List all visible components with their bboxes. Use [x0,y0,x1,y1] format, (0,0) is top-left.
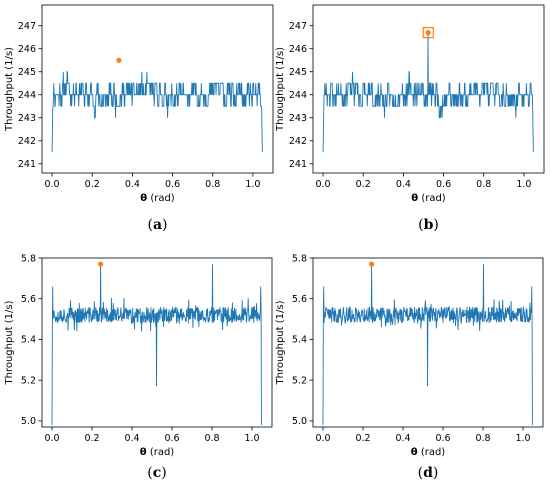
y-tick-label: 5.4 [21,335,36,346]
panel-caption: (c) [147,465,166,481]
x-axis-label: θ (rad) [411,447,446,458]
optimum-marker [116,57,122,63]
y-axis-label: Throughput (1/s) [4,300,15,385]
y-tick-label: 5.0 [21,416,36,427]
y-tick-label: 245 [18,67,36,78]
y-tick-label: 247 [18,21,36,32]
series-line [51,264,262,425]
x-tick-label: 0.4 [125,179,140,190]
y-tick-label: 5.6 [21,294,36,305]
x-tick-label: 0.4 [124,433,139,444]
y-tick-label: 5.8 [292,253,307,264]
x-tick-label: 1.0 [245,179,260,190]
x-tick-label: 0.2 [355,433,370,444]
y-tick-label: 5.8 [21,253,36,264]
x-tick-label: 1.0 [516,179,531,190]
panel-caption: (d) [418,465,439,481]
x-tick-label: 0.8 [475,433,490,444]
x-tick-label: 0.8 [205,179,220,190]
x-axis-label: θ (rad) [411,193,446,204]
optimum-marker [98,261,104,267]
panel-c: 0.0 0.2 0.4 0.6 0.8 1.0 5.0 5.2 5.4 5.6 5.8 θ (rad)… [4,253,273,481]
series-line [322,32,534,153]
x-tick-label: 0.8 [476,179,491,190]
y-tick-label: 242 [289,136,307,147]
marker-box [422,27,434,39]
axes-frame [41,4,274,174]
y-tick-label: 243 [289,113,307,124]
x-tick-label: 0.2 [356,179,371,190]
axes-frame [41,257,273,428]
y-axis-label: Throughput (1/s) [4,47,15,132]
y-axis-label: Throughput (1/s) [275,47,286,132]
panel-b: 0.0 0.2 0.4 0.6 0.8 1.0 241 242 243 244 245 246 247 θ… [275,4,545,233]
y-tick-label: 241 [289,159,307,170]
y-tick-label: 247 [289,21,307,32]
panel-a: 0.0 0.2 0.4 0.6 0.8 1.0 241 242 243 244 245 246 247 θ… [4,4,274,233]
optimum-marker [369,261,375,267]
y-tick-label: 5.2 [292,375,307,386]
y-tick-label: 246 [289,44,307,55]
y-tick-label: 243 [18,113,36,124]
x-tick-label: 0.0 [315,433,330,444]
optimum-marker [425,30,431,36]
x-tick-label: 0.2 [84,433,99,444]
axes-frame [312,4,545,174]
y-tick-label: 242 [18,136,36,147]
y-tick-label: 244 [18,90,36,101]
series-line [322,264,533,425]
y-tick-label: 5.2 [21,375,36,386]
x-tick-label: 0.6 [164,433,179,444]
x-tick-label: 0.0 [44,433,59,444]
x-tick-label: 0.0 [44,179,59,190]
y-tick-label: 5.6 [292,294,307,305]
x-tick-label: 0.6 [436,179,451,190]
y-tick-label: 246 [18,44,36,55]
x-tick-label: 1.0 [515,433,530,444]
x-tick-label: 0.8 [204,433,219,444]
panel-caption: (a) [147,217,167,233]
y-tick-label: 5.0 [292,416,307,427]
x-tick-label: 0.6 [165,179,180,190]
x-tick-label: 0.0 [315,179,330,190]
y-tick-label: 241 [18,159,36,170]
y-tick-label: 245 [289,67,307,78]
panel-caption: (b) [418,217,439,233]
x-axis-label: θ (rad) [140,447,175,458]
y-tick-label: 244 [289,90,307,101]
y-axis-label: Throughput (1/s) [275,300,286,385]
panel-d: 0.0 0.2 0.4 0.6 0.8 1.0 5.0 5.2 5.4 5.6 5.8 θ (rad)… [275,253,544,481]
x-tick-label: 1.0 [244,433,259,444]
x-tick-label: 0.4 [396,179,411,190]
y-tick-label: 5.4 [292,335,307,346]
x-axis-label: θ (rad) [140,193,175,204]
series-line [51,71,263,153]
x-tick-label: 0.4 [395,433,410,444]
x-tick-label: 0.6 [435,433,450,444]
axes-frame [312,257,544,428]
x-tick-label: 0.2 [85,179,100,190]
